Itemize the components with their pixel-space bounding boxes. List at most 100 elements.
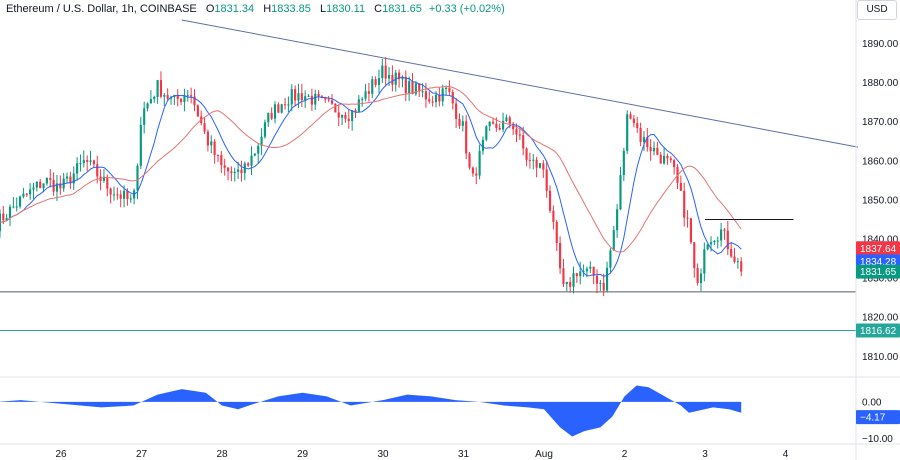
candle-body	[377, 78, 381, 85]
candle-body	[589, 266, 592, 269]
currency-button[interactable]: USD	[857, 0, 897, 20]
candle-body	[475, 173, 478, 176]
symbol-title: Ethereum / U.S. Dollar, 1h, COINBASE	[6, 3, 197, 15]
price-badge-label: 1837.64	[860, 244, 897, 255]
price-badge	[856, 241, 900, 256]
candle-body	[679, 182, 682, 191]
price-tick-label: 1820.00	[862, 313, 899, 324]
candle-body	[629, 114, 632, 119]
price-badge-label: 1816.62	[860, 326, 897, 337]
candle-body	[310, 95, 313, 105]
oscillator-area	[0, 385, 742, 437]
candle-body	[398, 72, 401, 80]
candle-body	[166, 95, 169, 99]
candle-body	[324, 97, 327, 100]
candle-body	[733, 256, 736, 262]
candle-body	[206, 131, 209, 146]
candle-body	[421, 91, 424, 93]
candle-body	[79, 163, 82, 165]
candle-body	[65, 176, 69, 179]
candle-body	[351, 110, 354, 122]
candle-body	[502, 120, 505, 130]
candle-body	[669, 158, 672, 161]
candle-body	[42, 183, 45, 189]
candle-body	[512, 123, 515, 130]
candle-body	[595, 275, 599, 284]
candle-body	[86, 160, 89, 162]
candle-body	[632, 118, 635, 124]
candle-body	[538, 163, 542, 168]
candle-body	[411, 81, 414, 94]
close-value: 1831.65	[382, 3, 422, 15]
candle-body	[294, 89, 297, 101]
candle-body	[686, 217, 689, 219]
candle-body	[270, 112, 273, 119]
candle-body	[418, 83, 421, 92]
candle-body	[320, 96, 324, 98]
candle-body	[438, 94, 441, 102]
candle-body	[652, 147, 656, 152]
candle-body	[337, 112, 340, 118]
candle-body	[552, 210, 555, 222]
candle-body	[180, 98, 183, 102]
candle-body	[45, 178, 48, 184]
time-tick-label: 4	[783, 449, 789, 460]
fast-moving-average-line	[0, 76, 742, 277]
candle-body	[548, 190, 552, 211]
price-tick-label: 1840.00	[862, 235, 899, 246]
candle-body	[304, 96, 307, 101]
candle-body	[414, 83, 417, 94]
candle-body	[257, 145, 260, 154]
candle-body	[699, 273, 703, 283]
candle-body	[663, 155, 666, 164]
candle-body	[616, 209, 619, 231]
time-tick-label: 3	[702, 449, 708, 460]
candle-body	[69, 176, 72, 184]
candle-body	[361, 98, 364, 100]
price-badge	[856, 264, 900, 279]
candle-body	[283, 104, 287, 106]
candle-body	[307, 95, 310, 97]
candle-body	[32, 187, 35, 190]
candle-body	[176, 95, 179, 99]
candle-body	[455, 103, 458, 119]
candle-body	[471, 167, 474, 174]
candle-body	[522, 135, 525, 149]
candle-body	[579, 271, 582, 277]
candle-body	[39, 181, 42, 189]
candle-body	[639, 127, 642, 142]
candle-body	[569, 282, 572, 287]
candle-body	[599, 282, 602, 284]
candle-body	[703, 249, 706, 274]
candle-body	[659, 154, 662, 164]
candle-body	[384, 65, 387, 79]
candle-body	[622, 150, 625, 176]
low-value: 1830.11	[326, 3, 366, 15]
candle-body	[391, 74, 394, 85]
price-tick-label: 1870.00	[862, 117, 899, 128]
time-tick-label: 26	[55, 449, 67, 460]
candle-body	[696, 268, 699, 283]
price-tick-label: 1860.00	[862, 156, 899, 167]
candle-body	[122, 190, 126, 199]
candle-body	[280, 104, 283, 113]
candle-body	[649, 147, 652, 152]
candle-body	[247, 163, 250, 166]
candle-body	[408, 81, 411, 94]
change-value: +0.33 (+0.02%)	[428, 3, 505, 15]
candle-body	[240, 169, 243, 174]
price-tick-label: 1850.00	[862, 195, 899, 206]
candle-body	[330, 100, 334, 104]
candle-body	[126, 190, 129, 200]
candle-body	[106, 176, 109, 189]
open-value: 1831.34	[214, 3, 255, 15]
candle-body	[444, 87, 448, 89]
candle-body	[465, 121, 468, 154]
candle-body	[163, 95, 166, 97]
candle-body	[605, 267, 609, 291]
candle-body	[555, 221, 558, 244]
candle-body	[528, 159, 531, 161]
candle-body	[572, 273, 575, 287]
time-tick-label: 2	[622, 449, 628, 460]
